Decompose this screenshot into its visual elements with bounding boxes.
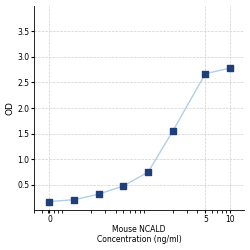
Y-axis label: OD: OD xyxy=(6,101,15,115)
Point xyxy=(97,192,101,196)
Point xyxy=(171,129,175,133)
Point xyxy=(146,170,150,174)
Point xyxy=(48,200,52,203)
Point xyxy=(122,184,126,188)
Point xyxy=(72,198,76,202)
X-axis label: Mouse NCALD
Concentration (ng/ml): Mouse NCALD Concentration (ng/ml) xyxy=(97,225,182,244)
Point xyxy=(203,72,207,76)
Point xyxy=(228,66,232,70)
